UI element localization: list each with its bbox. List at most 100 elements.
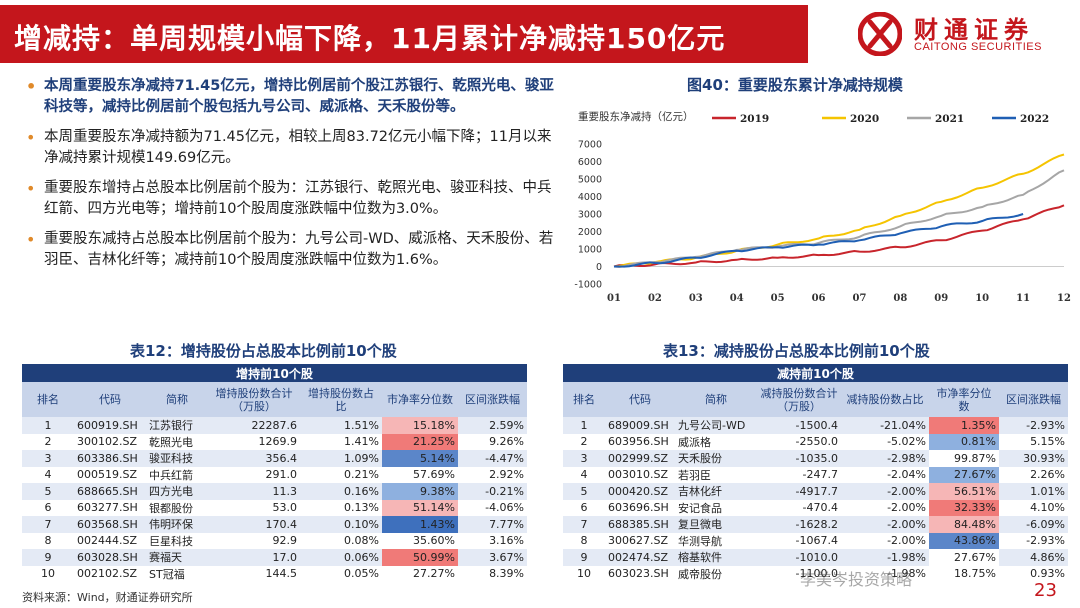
rank-cell: 2 (22, 433, 74, 450)
name-cell: 九号公司-WD (675, 417, 757, 434)
table-row: 1 600919.SH 江苏银行 22287.6 1.51% 15.18% 2.59% (22, 417, 528, 434)
watermark: 李美岑投资策略 (800, 570, 913, 589)
ratio-cell: 0.16% (300, 483, 382, 500)
pb-pct-cell: 84.48% (929, 516, 999, 533)
logo-mark-icon (858, 12, 902, 56)
ratio-cell: -2.98% (841, 450, 929, 467)
code-cell: 002474.SZ (605, 549, 675, 566)
table-row: 3 603386.SH 骏亚科技 356.4 1.09% 5.14% -4.47% (22, 450, 528, 467)
table-row: 5 688665.SH 四方光电 11.3 0.16% 9.38% -0.21% (22, 483, 528, 500)
x-tick-label: 05 (771, 293, 785, 304)
name-cell: 华测导航 (675, 532, 757, 549)
name-cell: 复旦微电 (675, 516, 757, 533)
pb-pct-cell: 35.60% (382, 532, 458, 549)
change-cell: 7.77% (458, 516, 528, 533)
title-bar: 增减持：单周规模小幅下降，11月累计净减持150亿元 (0, 5, 808, 63)
ratio-cell: -1.98% (841, 565, 929, 582)
table-row: 5 000420.SZ 吉林化纤 -4917.7 -2.00% 56.51% 1.01% (563, 483, 1069, 500)
ratio-cell: -2.00% (841, 516, 929, 533)
pb-pct-cell: 15.18% (382, 417, 458, 434)
name-cell: 若羽臣 (675, 466, 757, 483)
table12-title: 表12：增持股份占总股本比例前10个股 (130, 342, 397, 360)
ratio-cell: 0.08% (300, 532, 382, 549)
rank-cell: 4 (563, 466, 605, 483)
code-cell: 603956.SH (605, 433, 675, 450)
ratio-cell: -2.04% (841, 466, 929, 483)
rank-cell: 1 (563, 417, 605, 434)
col-shares: 减持股份数合计（万股） (757, 382, 841, 417)
x-tick-label: 12 (1057, 293, 1071, 304)
change-cell: 0.93% (999, 565, 1069, 582)
pb-pct-cell: 57.69% (382, 466, 458, 483)
change-cell: 5.15% (999, 433, 1069, 450)
change-cell: 2.59% (458, 417, 528, 434)
x-tick-label: 09 (934, 293, 948, 304)
legend-label: 2020 (850, 113, 879, 125)
ratio-cell: 1.09% (300, 450, 382, 467)
table-row: 9 603028.SH 赛福天 17.0 0.06% 50.99% 3.67% (22, 549, 528, 566)
shares-cell: 22287.6 (208, 417, 300, 434)
legend-label: 2022 (1020, 113, 1049, 125)
x-tick-label: 04 (730, 293, 744, 304)
series-line-2022 (614, 213, 1024, 268)
col-change: 区间涨跌幅 (999, 382, 1069, 417)
ratio-cell: -21.04% (841, 417, 929, 434)
code-cell: 002444.SZ (74, 532, 146, 549)
bullet-item: 重要股东减持占总股本比例居前个股为：九号公司-WD、威派格、天禾股份、若羽臣、吉… (22, 229, 557, 271)
rank-cell: 6 (22, 499, 74, 516)
pb-pct-cell: 27.67% (929, 466, 999, 483)
table-row: 4 000519.SZ 中兵红箭 291.0 0.21% 57.69% 2.92% (22, 466, 528, 483)
y-tick-label: 1000 (578, 245, 602, 256)
table13-title: 表13：减持股份占总股本比例前10个股 (663, 342, 930, 360)
change-cell: 4.86% (999, 549, 1069, 566)
y-tick-label: -1000 (574, 280, 602, 291)
table-row: 8 002444.SZ 巨星科技 92.9 0.08% 35.60% 3.16% (22, 532, 528, 549)
decrease-holdings-table: 减持前10个股 排名 代码 简称 减持股份数合计（万股） 减持股份数占比 市净率… (563, 364, 1069, 582)
rank-cell: 9 (22, 549, 74, 566)
ratio-cell: -1.98% (841, 549, 929, 566)
shares-cell: 170.4 (208, 516, 300, 533)
table-row: 10 603023.SH 威帝股份 -1100.0 -1.98% 18.75% 0.93% (563, 565, 1069, 582)
table-row: 7 603568.SH 伟明环保 170.4 0.10% 1.43% 7.77% (22, 516, 528, 533)
shares-cell: 291.0 (208, 466, 300, 483)
code-cell: 000420.SZ (605, 483, 675, 500)
company-logo: 财通证券 CAITONG SECURITIES (858, 10, 1068, 58)
pb-pct-cell: 5.14% (382, 450, 458, 467)
table-row: 9 002474.SZ 榕基软件 -1010.0 -1.98% 27.67% 4.86% (563, 549, 1069, 566)
x-tick-label: 08 (893, 293, 907, 304)
y-tick-label: 6000 (578, 157, 602, 168)
code-cell: 600919.SH (74, 417, 146, 434)
col-rank: 排名 (22, 382, 74, 417)
shares-cell: -247.7 (757, 466, 841, 483)
x-tick-label: 03 (689, 293, 703, 304)
bullet-item: 重要股东增持占总股本比例居前个股为：江苏银行、乾照光电、骏亚科技、中兵红箭、四方… (22, 178, 557, 220)
pb-pct-cell: 56.51% (929, 483, 999, 500)
pb-pct-cell: 1.43% (382, 516, 458, 533)
col-pb-pct: 市净率分位数 (382, 382, 458, 417)
rank-cell: 7 (22, 516, 74, 533)
table-row: 8 300627.SZ 华测导航 -1067.4 -2.00% 43.86% -2.93% (563, 532, 1069, 549)
rank-cell: 7 (563, 516, 605, 533)
pb-pct-cell: 43.86% (929, 532, 999, 549)
shares-cell: 11.3 (208, 483, 300, 500)
name-cell: 乾照光电 (146, 433, 208, 450)
col-code: 代码 (605, 382, 675, 417)
ratio-cell: 0.21% (300, 466, 382, 483)
code-cell: 689009.SH (605, 417, 675, 434)
table-row: 2 300102.SZ 乾照光电 1269.9 1.41% 21.25% 9.26% (22, 433, 528, 450)
col-pb-pct: 市净率分位数 (929, 382, 999, 417)
rank-cell: 9 (563, 549, 605, 566)
y-tick-label: 2000 (578, 227, 602, 238)
col-change: 区间涨跌幅 (458, 382, 528, 417)
code-cell: 603277.SH (74, 499, 146, 516)
shares-cell: -1035.0 (757, 450, 841, 467)
shares-cell: -1100.0 (757, 565, 841, 582)
name-cell: ST冠福 (146, 565, 208, 582)
shares-cell: -2550.0 (757, 433, 841, 450)
x-tick-label: 07 (852, 293, 866, 304)
code-cell: 002999.SZ (605, 450, 675, 467)
table13-group-header: 减持前10个股 (563, 364, 1069, 382)
code-cell: 002102.SZ (74, 565, 146, 582)
col-ratio: 减持股份数占比 (841, 382, 929, 417)
shares-cell: 356.4 (208, 450, 300, 467)
